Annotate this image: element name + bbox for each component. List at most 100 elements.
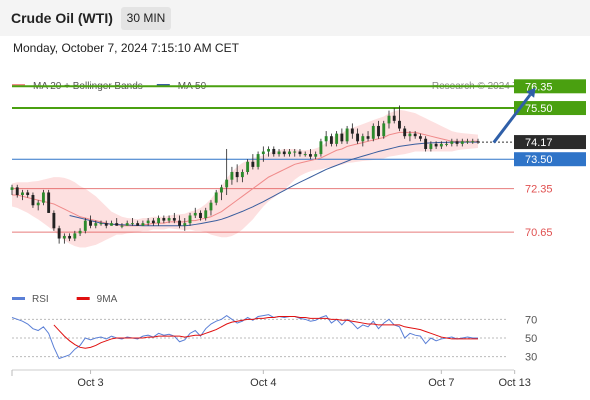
candle-body bbox=[267, 148, 271, 152]
timeframe-button[interactable]: 30 MIN bbox=[121, 7, 171, 30]
candle bbox=[83, 218, 87, 234]
candle bbox=[314, 151, 318, 160]
candle-body bbox=[387, 115, 391, 124]
candle-body bbox=[199, 212, 202, 219]
candle-body bbox=[429, 143, 433, 149]
candle bbox=[246, 159, 250, 175]
candle bbox=[157, 215, 161, 226]
candle bbox=[10, 184, 14, 196]
candle-body bbox=[303, 154, 307, 156]
candle-body bbox=[392, 115, 396, 121]
candle bbox=[36, 200, 40, 211]
candle bbox=[309, 148, 312, 160]
candle-body bbox=[424, 138, 428, 149]
rsi-panel: RSI 9MA 70 50 30 bbox=[11, 294, 537, 364]
candle-body bbox=[230, 172, 234, 180]
candle-body bbox=[52, 212, 56, 229]
level-label-70.65: 70.65 bbox=[525, 227, 553, 239]
candle-body bbox=[471, 141, 475, 143]
candle bbox=[230, 166, 234, 185]
candle-body bbox=[151, 220, 155, 224]
candle bbox=[277, 148, 281, 157]
time-tick-label: Oct 3 bbox=[77, 377, 103, 389]
candle-body bbox=[10, 187, 14, 190]
candle-body bbox=[319, 141, 323, 155]
candle bbox=[445, 141, 449, 147]
candle bbox=[31, 192, 35, 208]
ma20-line bbox=[12, 131, 478, 227]
rsi-tick-label: 70 bbox=[525, 314, 537, 326]
candle bbox=[288, 148, 291, 157]
rsi-legend-label-1: 9MA bbox=[97, 294, 118, 305]
candle-body bbox=[235, 172, 239, 178]
candle bbox=[293, 148, 297, 157]
candle-body bbox=[136, 223, 140, 226]
candle-body bbox=[15, 187, 19, 196]
candle bbox=[429, 141, 433, 152]
candle bbox=[104, 220, 108, 229]
candle bbox=[151, 218, 155, 226]
candle bbox=[225, 148, 229, 196]
candle-body bbox=[193, 212, 197, 216]
candle-body bbox=[356, 133, 360, 142]
candle-body bbox=[214, 192, 218, 203]
candle bbox=[183, 218, 187, 231]
candle-body bbox=[73, 233, 77, 239]
candle-body bbox=[141, 223, 145, 226]
candle-body bbox=[251, 161, 255, 167]
candle bbox=[392, 108, 396, 124]
candle-body bbox=[350, 128, 354, 134]
candle bbox=[214, 189, 218, 206]
candle-body bbox=[219, 187, 223, 193]
candle bbox=[15, 184, 19, 198]
candle-body bbox=[225, 179, 229, 188]
rsi-tick-label: 30 bbox=[525, 352, 537, 364]
candle bbox=[424, 136, 428, 152]
candle-body bbox=[78, 230, 82, 234]
candle bbox=[73, 230, 77, 242]
candle-body bbox=[178, 220, 181, 226]
candle-body bbox=[157, 218, 161, 224]
candle bbox=[356, 128, 360, 144]
candle bbox=[120, 223, 124, 229]
instrument-title: Crude Oil (WTI) bbox=[11, 10, 113, 26]
candle-body bbox=[57, 228, 61, 239]
candle bbox=[146, 218, 150, 226]
candle bbox=[398, 105, 401, 132]
candle bbox=[240, 169, 244, 183]
candle bbox=[261, 146, 265, 162]
candle-body bbox=[403, 128, 407, 137]
candle bbox=[267, 146, 271, 157]
candle bbox=[193, 207, 197, 219]
candle bbox=[78, 228, 82, 236]
candle bbox=[319, 138, 323, 157]
candle-body bbox=[120, 225, 124, 227]
candle-body bbox=[434, 143, 438, 147]
rsi-tick-label: 50 bbox=[525, 333, 537, 345]
candle bbox=[26, 189, 30, 198]
level-label-72.35: 72.35 bbox=[525, 184, 553, 196]
candle-body bbox=[47, 192, 51, 213]
candle bbox=[329, 133, 333, 147]
candle-body bbox=[329, 136, 333, 144]
candle-body bbox=[204, 210, 208, 219]
candle bbox=[335, 131, 339, 147]
level-tag-73.50 bbox=[514, 152, 586, 167]
candle bbox=[209, 200, 213, 216]
candle bbox=[57, 225, 61, 244]
candle bbox=[377, 120, 380, 139]
candle bbox=[303, 151, 307, 157]
candle-body bbox=[366, 136, 370, 139]
time-tick-label: Oct 13 bbox=[498, 377, 530, 389]
candle bbox=[178, 215, 181, 229]
candle bbox=[361, 133, 365, 147]
candle-body bbox=[398, 120, 401, 129]
candle-body bbox=[413, 133, 417, 137]
candle bbox=[460, 138, 464, 147]
current-price-label: 74.17 bbox=[525, 137, 553, 149]
candle-body bbox=[31, 195, 35, 206]
candle-body bbox=[277, 151, 281, 155]
candle-body bbox=[256, 154, 260, 167]
candle-body bbox=[99, 223, 103, 225]
candle-body bbox=[68, 235, 72, 239]
